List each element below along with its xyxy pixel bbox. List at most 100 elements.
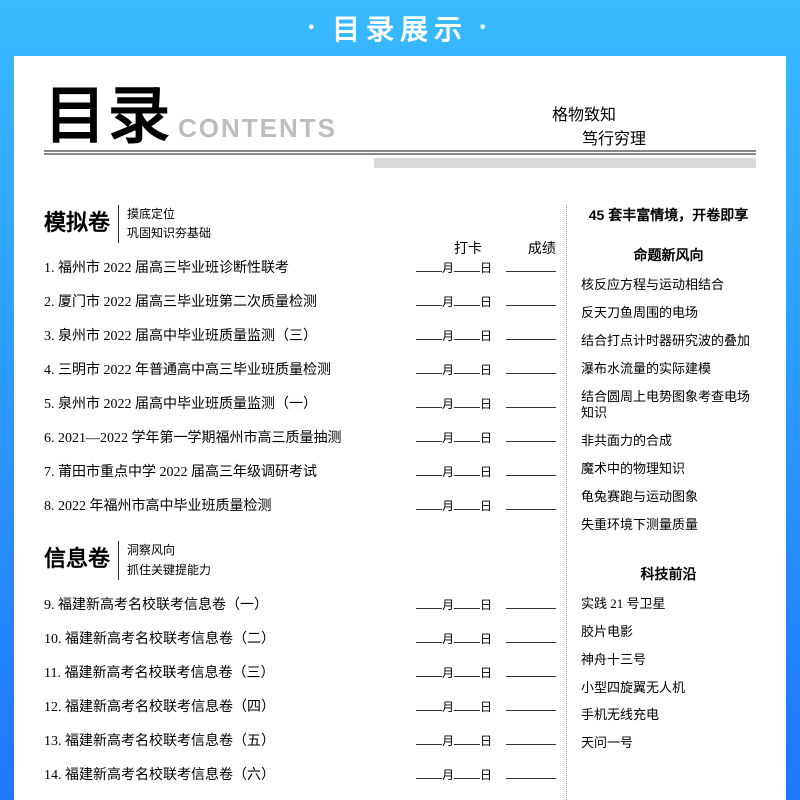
toc-item-label: 6. 2021—2022 学年第一学期福州市高三质量抽测: [44, 427, 416, 447]
date-cell: 月日: [416, 463, 506, 480]
toc-item-label: 7. 莆田市重点中学 2022 届高三年级调研考试: [44, 461, 416, 481]
section2-title: 信息卷: [44, 541, 110, 573]
score-cell: [506, 394, 556, 408]
toc-item-label: 5. 泉州市 2022 届高中毕业班质量监测（一）: [44, 393, 416, 413]
toc-item-row: 5. 泉州市 2022 届高中毕业班质量监测（一）月日: [44, 393, 556, 413]
right-list-item: 失重环境下测量质量: [581, 517, 756, 534]
toc-item-label: 3. 泉州市 2022 届高中毕业班质量监测（三）: [44, 325, 416, 345]
section1-sub1: 摸底定位: [127, 205, 211, 224]
title-row: 目录 CONTENTS: [44, 86, 756, 155]
dot-right: ·: [478, 12, 493, 44]
toc-item-row: 6. 2021—2022 学年第一学期福州市高三质量抽测月日: [44, 427, 556, 447]
right-list-item: 胶片电影: [581, 624, 756, 641]
toc-item-row: 1. 福州市 2022 届高三毕业班诊断性联考月日: [44, 257, 556, 277]
date-cell: 月日: [416, 259, 506, 276]
toc-item-row: 11. 福建新高考名校联考信息卷（三）月日: [44, 662, 556, 682]
score-cell: [506, 663, 556, 677]
score-cell: [506, 697, 556, 711]
toc-item-row: 13. 福建新高考名校联考信息卷（五）月日: [44, 730, 556, 750]
motto-line-2: 笃行穷理: [552, 128, 646, 152]
right-top-text: 45 套丰富情境，开卷即享: [581, 205, 756, 225]
right-list-item: 反天刀鱼周围的电场: [581, 305, 756, 322]
toc-item-label: 11. 福建新高考名校联考信息卷（三）: [44, 662, 416, 682]
date-cell: 月日: [416, 664, 506, 681]
right-list-item: 结合打点计时器研究波的叠加: [581, 333, 756, 350]
section2-sub1: 洞察风向: [127, 541, 211, 560]
score-cell: [506, 629, 556, 643]
date-cell: 月日: [416, 732, 506, 749]
toc-item-row: 4. 三明市 2022 年普通高中高三毕业班质量检测月日: [44, 359, 556, 379]
right-list-item: 神舟十三号: [581, 652, 756, 669]
section1-list: 1. 福州市 2022 届高三毕业班诊断性联考月日2. 厦门市 2022 届高三…: [44, 257, 556, 515]
right-list-item: 结合圆周上电势图象考查电场知识: [581, 389, 756, 423]
right-list-2: 实践 21 号卫星胶片电影神舟十三号小型四旋翼无人机手机无线充电天问一号: [581, 596, 756, 752]
toc-item-row: 3. 泉州市 2022 届高中毕业班质量监测（三）月日: [44, 325, 556, 345]
section1-sub2: 巩固知识夯基础: [127, 224, 211, 243]
right-list-item: 实践 21 号卫星: [581, 596, 756, 613]
toc-item-row: 7. 莆田市重点中学 2022 届高三年级调研考试月日: [44, 461, 556, 481]
score-cell: [506, 595, 556, 609]
score-cell: [506, 360, 556, 374]
right-list-item: 核反应方程与运动相结合: [581, 277, 756, 294]
right-head-1: 命题新风向: [581, 245, 756, 265]
right-list-item: 魔术中的物理知识: [581, 461, 756, 478]
col-score: 成绩: [528, 238, 556, 258]
page-card: 目录 CONTENTS 格物致知 笃行穷理 打卡 成绩 模拟卷 摸底定位 巩固知…: [14, 56, 786, 800]
score-cell: [506, 326, 556, 340]
right-column: 45 套丰富情境，开卷即享 命题新风向 核反应方程与运动相结合反天刀鱼周围的电场…: [566, 205, 756, 800]
date-cell: 月日: [416, 327, 506, 344]
date-cell: 月日: [416, 497, 506, 514]
section1-title: 模拟卷: [44, 205, 110, 237]
section2-list: 9. 福建新高考名校联考信息卷（一）月日10. 福建新高考名校联考信息卷（二）月…: [44, 594, 556, 800]
toc-item-row: 9. 福建新高考名校联考信息卷（一）月日: [44, 594, 556, 614]
title-chinese: 目录: [44, 86, 172, 148]
score-cell: [506, 731, 556, 745]
section2-sub2: 抓住关键提能力: [127, 561, 211, 580]
toc-item-label: 10. 福建新高考名校联考信息卷（二）: [44, 628, 416, 648]
right-list-item: 非共面力的合成: [581, 433, 756, 450]
section2-head: 信息卷 洞察风向 抓住关键提能力: [44, 541, 556, 579]
right-head-2: 科技前沿: [581, 564, 756, 584]
column-headers: 打卡 成绩: [454, 238, 556, 258]
toc-item-row: 2. 厦门市 2022 届高三毕业班第二次质量检测月日: [44, 291, 556, 311]
toc-item-label: 2. 厦门市 2022 届高三毕业班第二次质量检测: [44, 291, 416, 311]
col-check: 打卡: [454, 238, 524, 258]
right-list-1: 核反应方程与运动相结合反天刀鱼周围的电场结合打点计时器研究波的叠加瀑布水流量的实…: [581, 277, 756, 534]
toc-item-label: 14. 福建新高考名校联考信息卷（六）: [44, 764, 416, 784]
score-cell: [506, 496, 556, 510]
toc-item-row: 12. 福建新高考名校联考信息卷（四）月日: [44, 696, 556, 716]
section1-sub: 摸底定位 巩固知识夯基础: [118, 205, 211, 243]
gray-divider-bar: [374, 158, 756, 168]
content-area: 模拟卷 摸底定位 巩固知识夯基础 1. 福州市 2022 届高三毕业班诊断性联考…: [44, 205, 756, 800]
date-cell: 月日: [416, 698, 506, 715]
score-cell: [506, 428, 556, 442]
section2-sub: 洞察风向 抓住关键提能力: [118, 541, 211, 579]
date-cell: 月日: [416, 596, 506, 613]
score-cell: [506, 765, 556, 779]
toc-item-label: 13. 福建新高考名校联考信息卷（五）: [44, 730, 416, 750]
motto-block: 格物致知 笃行穷理: [552, 104, 646, 152]
toc-item-label: 8. 2022 年福州市高中毕业班质量检测: [44, 495, 416, 515]
toc-item-label: 4. 三明市 2022 年普通高中高三毕业班质量检测: [44, 359, 416, 379]
toc-item-label: 9. 福建新高考名校联考信息卷（一）: [44, 594, 416, 614]
date-cell: 月日: [416, 395, 506, 412]
left-column: 模拟卷 摸底定位 巩固知识夯基础 1. 福州市 2022 届高三毕业班诊断性联考…: [44, 205, 566, 800]
date-cell: 月日: [416, 429, 506, 446]
top-banner: · 目录展示 ·: [0, 0, 800, 56]
date-cell: 月日: [416, 293, 506, 310]
score-cell: [506, 462, 556, 476]
right-list-item: 龟兔赛跑与运动图象: [581, 489, 756, 506]
toc-item-label: 1. 福州市 2022 届高三毕业班诊断性联考: [44, 257, 416, 277]
dot-left: ·: [307, 12, 322, 44]
toc-item-row: 8. 2022 年福州市高中毕业班质量检测月日: [44, 495, 556, 515]
right-list-item: 手机无线充电: [581, 707, 756, 724]
date-cell: 月日: [416, 361, 506, 378]
right-list-item: 小型四旋翼无人机: [581, 680, 756, 697]
title-english: CONTENTS: [178, 113, 337, 144]
date-cell: 月日: [416, 766, 506, 783]
date-cell: 月日: [416, 630, 506, 647]
score-cell: [506, 292, 556, 306]
toc-item-row: 14. 福建新高考名校联考信息卷（六）月日: [44, 764, 556, 784]
right-list-item: 瀑布水流量的实际建模: [581, 361, 756, 378]
right-list-item: 天问一号: [581, 735, 756, 752]
